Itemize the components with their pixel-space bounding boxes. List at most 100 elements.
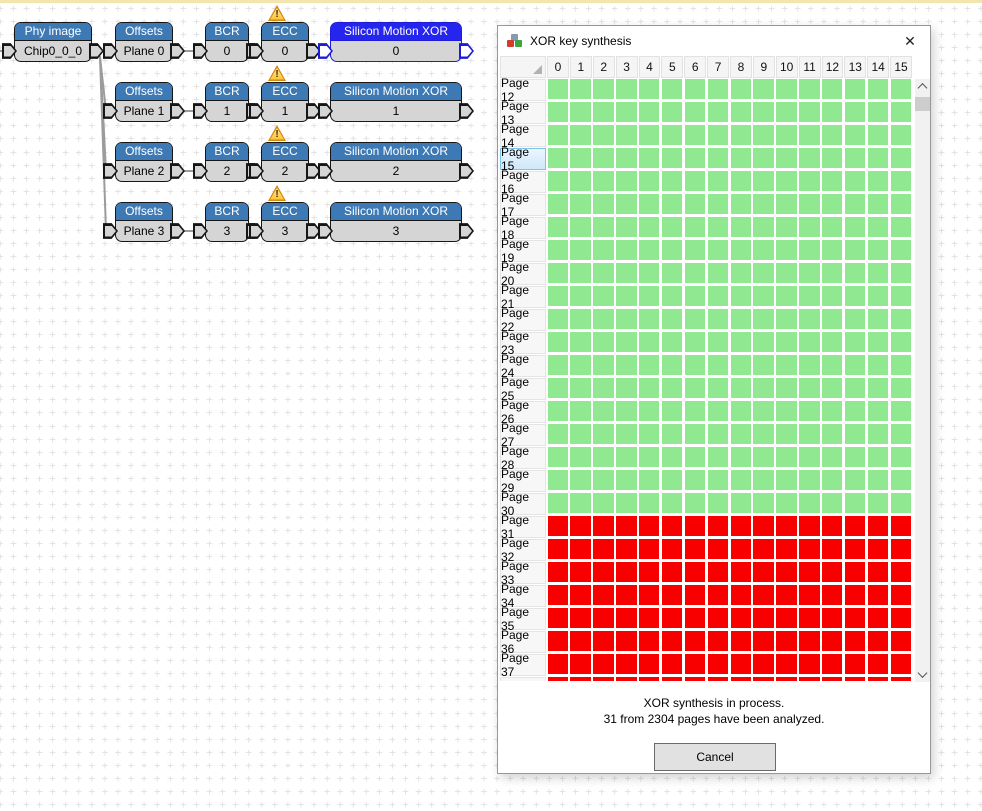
grid-cell[interactable] <box>615 631 638 654</box>
grid-cell[interactable] <box>592 677 615 681</box>
column-header-8[interactable]: 8 <box>730 56 752 78</box>
grid-cell[interactable] <box>569 125 592 148</box>
grid-cell[interactable] <box>615 309 638 332</box>
grid-cell[interactable] <box>752 562 775 585</box>
row-header-partial[interactable] <box>500 677 546 681</box>
grid-cell[interactable] <box>569 79 592 102</box>
grid-cell[interactable] <box>843 332 866 355</box>
grid-cell[interactable] <box>683 654 706 677</box>
grid-cell[interactable] <box>798 539 821 562</box>
grid-cell[interactable] <box>660 286 683 309</box>
grid-cell[interactable] <box>615 194 638 217</box>
grid-cell[interactable] <box>775 401 798 424</box>
column-header-4[interactable]: 4 <box>639 56 661 78</box>
grid-cell[interactable] <box>615 355 638 378</box>
grid-cell[interactable] <box>615 79 638 102</box>
grid-cell[interactable] <box>546 654 569 677</box>
grid-cell[interactable] <box>798 171 821 194</box>
grid-cell[interactable] <box>866 332 889 355</box>
grid-cell[interactable] <box>706 171 729 194</box>
grid-cell[interactable] <box>683 217 706 240</box>
grid-cell[interactable] <box>546 539 569 562</box>
grid-cell[interactable] <box>660 401 683 424</box>
grid-cell[interactable] <box>683 286 706 309</box>
grid-cell[interactable] <box>592 585 615 608</box>
grid-cell[interactable] <box>546 470 569 493</box>
grid-cell[interactable] <box>592 332 615 355</box>
grid-cell[interactable] <box>821 424 844 447</box>
grid-cell[interactable] <box>889 424 912 447</box>
node-ecc2[interactable]: ECC2 <box>261 142 309 182</box>
grid-cell[interactable] <box>775 240 798 263</box>
row-header-page-27[interactable]: Page 27 <box>500 424 546 446</box>
grid-cell[interactable] <box>775 631 798 654</box>
node-xor1[interactable]: Silicon Motion XOR1 <box>330 82 462 122</box>
grid-cell[interactable] <box>729 171 752 194</box>
grid-cell[interactable] <box>752 516 775 539</box>
grid-cell[interactable] <box>660 263 683 286</box>
grid-cell[interactable] <box>569 217 592 240</box>
grid-cell[interactable] <box>683 424 706 447</box>
grid-cell[interactable] <box>683 148 706 171</box>
grid-cell[interactable] <box>889 677 912 681</box>
grid-cell[interactable] <box>592 631 615 654</box>
grid-cell[interactable] <box>569 194 592 217</box>
grid-cell[interactable] <box>752 539 775 562</box>
grid-cell[interactable] <box>546 286 569 309</box>
grid-cell[interactable] <box>798 125 821 148</box>
grid-cell[interactable] <box>615 217 638 240</box>
grid-cell[interactable] <box>775 125 798 148</box>
grid-cell[interactable] <box>752 309 775 332</box>
grid-cell[interactable] <box>660 355 683 378</box>
grid-cell[interactable] <box>729 516 752 539</box>
grid-cell[interactable] <box>569 424 592 447</box>
grid-cell[interactable] <box>615 424 638 447</box>
grid-cell[interactable] <box>798 677 821 681</box>
grid-cell[interactable] <box>889 401 912 424</box>
row-header-page-20[interactable]: Page 20 <box>500 263 546 285</box>
column-header-11[interactable]: 11 <box>799 56 821 78</box>
grid-cell[interactable] <box>843 654 866 677</box>
grid-cell[interactable] <box>683 470 706 493</box>
grid-cell[interactable] <box>706 79 729 102</box>
grid-cell[interactable] <box>660 102 683 125</box>
grid-cell[interactable] <box>706 378 729 401</box>
grid-cell[interactable] <box>752 263 775 286</box>
grid-cell[interactable] <box>866 539 889 562</box>
grid-cell[interactable] <box>683 677 706 681</box>
grid-cell[interactable] <box>843 263 866 286</box>
grid-cell[interactable] <box>569 171 592 194</box>
grid-cell[interactable] <box>843 240 866 263</box>
grid-cell[interactable] <box>638 677 661 681</box>
column-header-14[interactable]: 14 <box>867 56 889 78</box>
grid-scrollbar[interactable] <box>915 79 930 682</box>
grid-cell[interactable] <box>798 493 821 516</box>
grid-cell[interactable] <box>569 355 592 378</box>
grid-cell[interactable] <box>660 585 683 608</box>
grid-cell[interactable] <box>775 194 798 217</box>
grid-cell[interactable] <box>706 240 729 263</box>
grid-cell[interactable] <box>592 240 615 263</box>
grid-cell[interactable] <box>683 171 706 194</box>
grid-cell[interactable] <box>683 608 706 631</box>
grid-cell[interactable] <box>843 171 866 194</box>
grid-cell[interactable] <box>821 309 844 332</box>
node-off2[interactable]: OffsetsPlane 2 <box>115 142 173 182</box>
grid-cell[interactable] <box>729 654 752 677</box>
grid-cell[interactable] <box>775 654 798 677</box>
grid-cell[interactable] <box>866 516 889 539</box>
grid-cell[interactable] <box>683 562 706 585</box>
grid-cell[interactable] <box>615 470 638 493</box>
grid-cell[interactable] <box>683 447 706 470</box>
grid-cell[interactable] <box>843 493 866 516</box>
grid-cell[interactable] <box>683 539 706 562</box>
grid-cell[interactable] <box>866 608 889 631</box>
grid-cell[interactable] <box>615 585 638 608</box>
grid-cell[interactable] <box>706 516 729 539</box>
grid-cell[interactable] <box>775 263 798 286</box>
grid-cell[interactable] <box>752 171 775 194</box>
row-header-page-23[interactable]: Page 23 <box>500 332 546 354</box>
grid-cell[interactable] <box>889 631 912 654</box>
scroll-up-icon[interactable] <box>915 79 930 94</box>
grid-cell[interactable] <box>615 240 638 263</box>
